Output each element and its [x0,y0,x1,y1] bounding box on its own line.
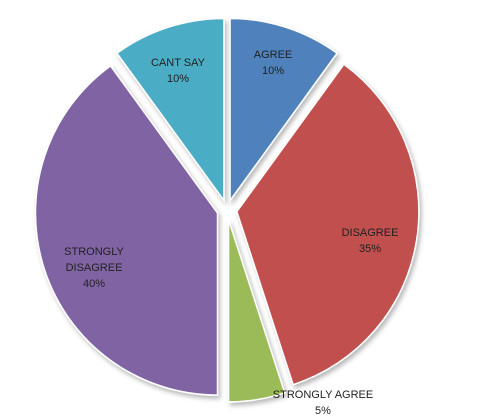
data-label-strongly-agree: STRONGLY AGREE 5% [273,389,373,417]
pie-slice-agree [229,17,339,203]
pie-slice-disagree [236,63,420,386]
pie-slice-cant-say [115,17,225,203]
data-label-strongly-disagree: STRONGLY DISAGREE 40% [64,246,124,290]
pie-slice-strongly-agree [227,219,286,403]
pie-slice-strongly-disagree [34,64,219,396]
data-label-disagree: DISAGREE 35% [342,227,399,255]
data-label-cant-say: CANT SAY 10% [151,57,206,85]
data-label-agree: AGREE 10% [254,49,293,77]
